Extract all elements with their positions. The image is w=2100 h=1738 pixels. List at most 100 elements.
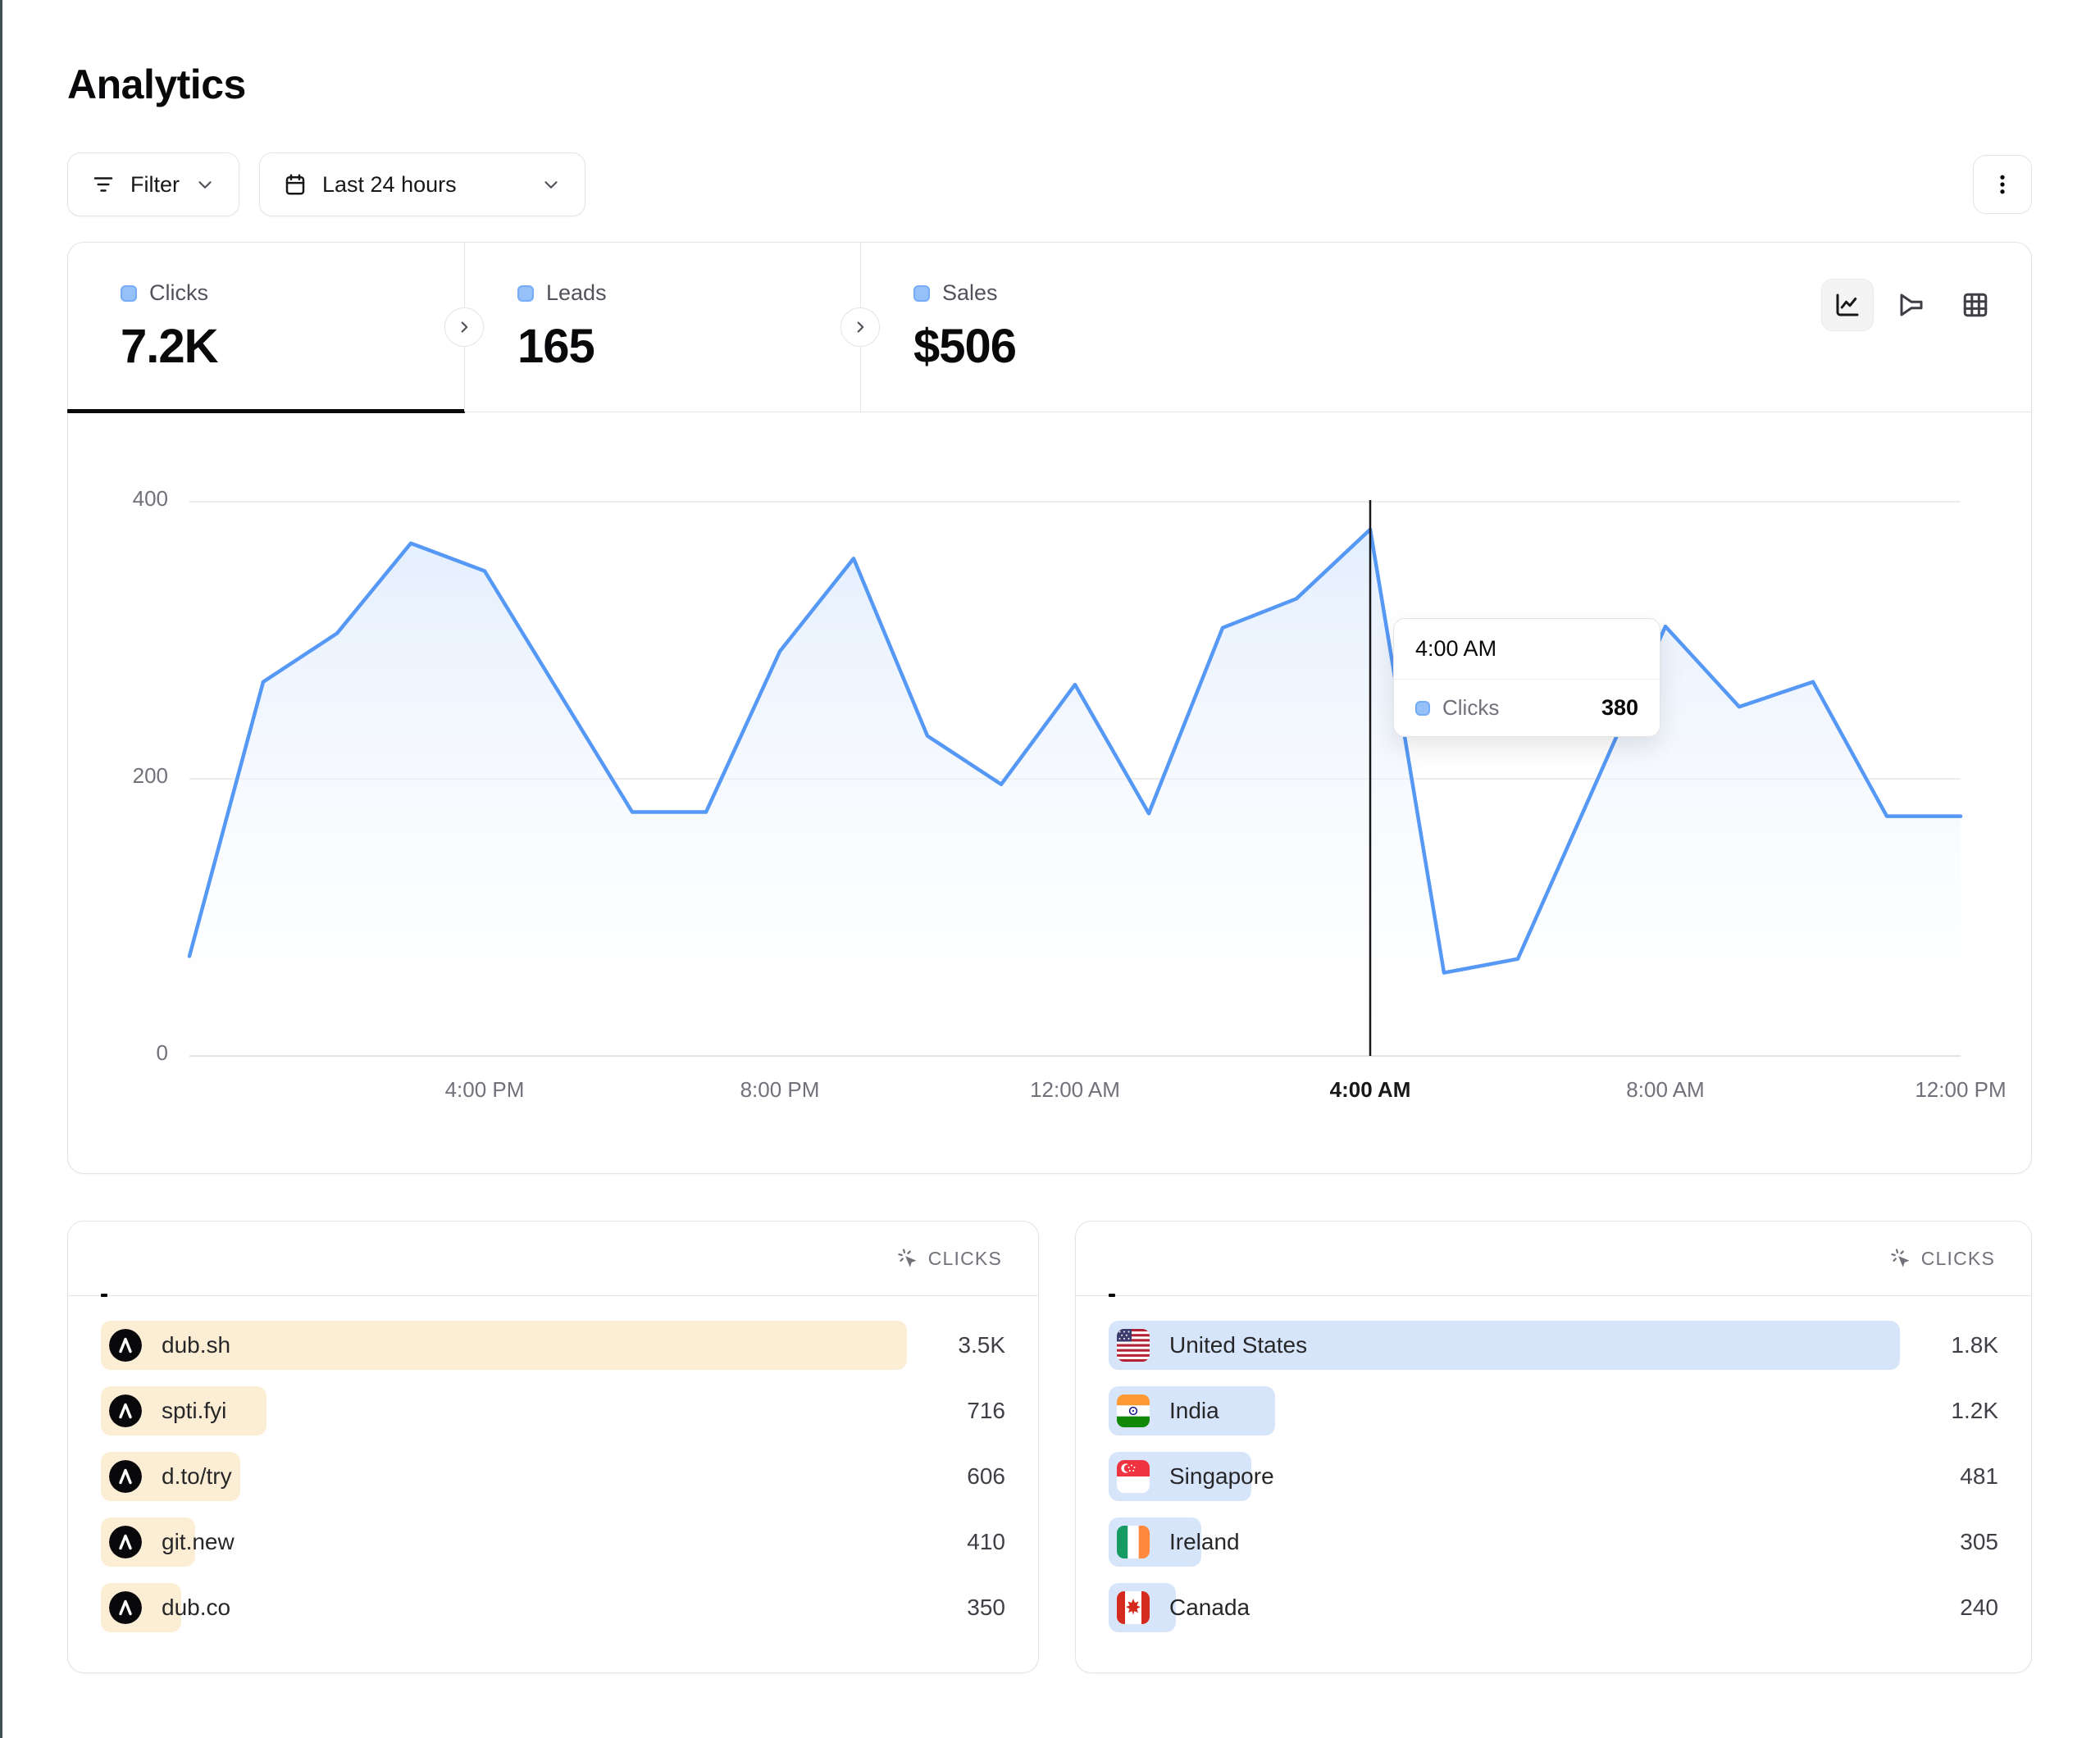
link-row[interactable]: spti.fyi 716 — [101, 1386, 1005, 1435]
series-bullet-icon — [121, 284, 137, 302]
cursor-click-icon — [897, 1248, 919, 1270]
analytics-chart-panel: Clicks 7.2K Leads 165 Sales $506 — [67, 242, 2032, 1174]
link-clicks-value: 3.5K — [958, 1332, 1005, 1358]
dub-logo-icon — [109, 1591, 142, 1624]
chart-view-switcher — [1821, 279, 2002, 331]
date-range-label: Last 24 hours — [322, 171, 457, 197]
x-tick-label: 4:00 PM — [444, 1077, 525, 1102]
link-label: dub.sh — [162, 1332, 231, 1358]
funnel-chart-icon — [1897, 290, 1926, 320]
metric-header-label: CLICKS — [1920, 1247, 1995, 1269]
stat-label: Clicks — [149, 280, 208, 305]
link-bar — [101, 1321, 907, 1370]
link-row[interactable]: d.to/try 606 — [101, 1452, 1005, 1501]
link-row[interactable]: dub.sh 3.5K — [101, 1321, 1005, 1370]
y-tick-label: 400 — [132, 486, 168, 511]
page-title: Analytics — [67, 61, 246, 107]
area-fill — [189, 529, 1961, 1056]
x-tick-label: 12:00 AM — [1030, 1077, 1120, 1102]
country-clicks-value: 481 — [1960, 1463, 1998, 1489]
link-row[interactable]: git.new 410 — [101, 1517, 1005, 1567]
link-label: dub.co — [162, 1595, 231, 1620]
links-panel: CLICKS dub.sh 3.5K — [67, 1221, 1039, 1673]
links-list: dub.sh 3.5K spti.fyi 716 — [68, 1296, 1038, 1632]
country-row[interactable]: India 1.2K — [1109, 1386, 1998, 1435]
chevron-right-icon — [455, 318, 473, 336]
tooltip-series-label: Clicks — [1442, 695, 1500, 720]
chevron-right-icon — [851, 318, 869, 336]
country-row[interactable]: Canada 240 — [1109, 1583, 1998, 1632]
line-chart-icon — [1833, 290, 1862, 320]
dub-logo-icon — [109, 1394, 142, 1427]
link-clicks-value: 410 — [967, 1529, 1005, 1554]
flag-ca-icon — [1117, 1591, 1150, 1624]
chart-canvas[interactable] — [187, 453, 1963, 1059]
x-tick-label: 12:00 PM — [1915, 1077, 2007, 1102]
country-clicks-value: 305 — [1960, 1529, 1998, 1554]
countries-panel-header: CLICKS — [1076, 1222, 2031, 1297]
stat-tab[interactable]: Leads 165 — [464, 243, 860, 412]
metric-header[interactable]: CLICKS — [1890, 1248, 1995, 1270]
country-clicks-value: 1.8K — [1951, 1332, 1998, 1358]
country-label: Singapore — [1169, 1463, 1274, 1489]
x-tick-label: 8:00 AM — [1626, 1077, 1705, 1102]
stats-tabs: Clicks 7.2K Leads 165 Sales $506 — [67, 243, 2031, 413]
country-row[interactable]: Ireland 305 — [1109, 1517, 1998, 1567]
countries-panel: CLICKS United States 1.8K — [1075, 1221, 2032, 1673]
series-bullet-icon — [913, 284, 930, 302]
flag-in-icon — [1117, 1394, 1150, 1427]
flag-us-icon — [1117, 1329, 1150, 1362]
y-tick-label: 0 — [156, 1040, 168, 1065]
calendar-icon — [283, 172, 307, 197]
x-tick-label: 4:00 AM — [1329, 1077, 1411, 1102]
country-row[interactable]: Singapore 481 — [1109, 1452, 1998, 1501]
link-clicks-value: 606 — [967, 1463, 1005, 1489]
expand-leads-button[interactable] — [444, 307, 484, 347]
country-label: United States — [1169, 1332, 1308, 1358]
line-chart-view-button[interactable] — [1821, 279, 1874, 331]
stat-label: Leads — [546, 280, 607, 305]
country-label: India — [1169, 1398, 1219, 1423]
kebab-menu-icon — [1990, 172, 2015, 197]
stat-label: Sales — [942, 280, 998, 305]
country-bar — [1109, 1321, 1900, 1370]
y-tick-label: 200 — [132, 763, 168, 788]
filter-button-label: Filter — [130, 171, 180, 197]
links-panel-header: CLICKS — [68, 1222, 1038, 1297]
clicks-area-chart[interactable]: 0 200 400 4:00 PM 8:00 PM 12:00 AM 4:00 AM 8:0… — [133, 453, 2007, 1102]
link-clicks-value: 716 — [967, 1398, 1005, 1423]
filter-icon — [91, 172, 116, 197]
series-bullet-icon — [1415, 700, 1430, 716]
stat-value: 165 — [517, 320, 595, 373]
country-label: Canada — [1169, 1595, 1250, 1620]
date-range-button[interactable]: Last 24 hours — [259, 152, 585, 216]
filter-button[interactable]: Filter — [67, 152, 239, 216]
dub-logo-icon — [109, 1329, 142, 1362]
stat-tab[interactable]: Clicks 7.2K — [67, 243, 465, 413]
cursor-click-icon — [1890, 1248, 1912, 1270]
link-clicks-value: 350 — [967, 1595, 1005, 1620]
dub-logo-icon — [109, 1526, 142, 1558]
link-label: spti.fyi — [162, 1398, 227, 1423]
window-edge-strip — [0, 0, 2, 1738]
countries-tabs — [1109, 1222, 1214, 1297]
link-label: d.to/try — [162, 1463, 232, 1489]
link-row[interactable]: dub.co 350 — [101, 1583, 1005, 1632]
stat-value: 7.2K — [121, 320, 219, 373]
stat-value: $506 — [913, 320, 1017, 373]
chevron-down-icon — [540, 174, 562, 195]
country-clicks-value: 240 — [1960, 1595, 1998, 1620]
tooltip-time: 4:00 AM — [1394, 619, 1660, 680]
clicks-line — [187, 527, 1963, 975]
country-row[interactable]: United States 1.8K — [1109, 1321, 1998, 1370]
expand-sales-button[interactable] — [840, 307, 880, 347]
funnel-chart-view-button[interactable] — [1885, 279, 1938, 331]
more-menu-button[interactable] — [1973, 155, 2032, 214]
metric-header[interactable]: CLICKS — [897, 1248, 1002, 1270]
country-clicks-value: 1.2K — [1951, 1398, 1998, 1423]
stat-tab[interactable]: Sales $506 — [860, 243, 1256, 412]
link-label: git.new — [162, 1529, 235, 1554]
table-view-button[interactable] — [1949, 279, 2002, 331]
countries-list: United States 1.8K India 1.2K — [1076, 1296, 2031, 1632]
analytics-page: Analytics Filter Last 24 hours Clicks 7 — [67, 0, 2032, 1738]
